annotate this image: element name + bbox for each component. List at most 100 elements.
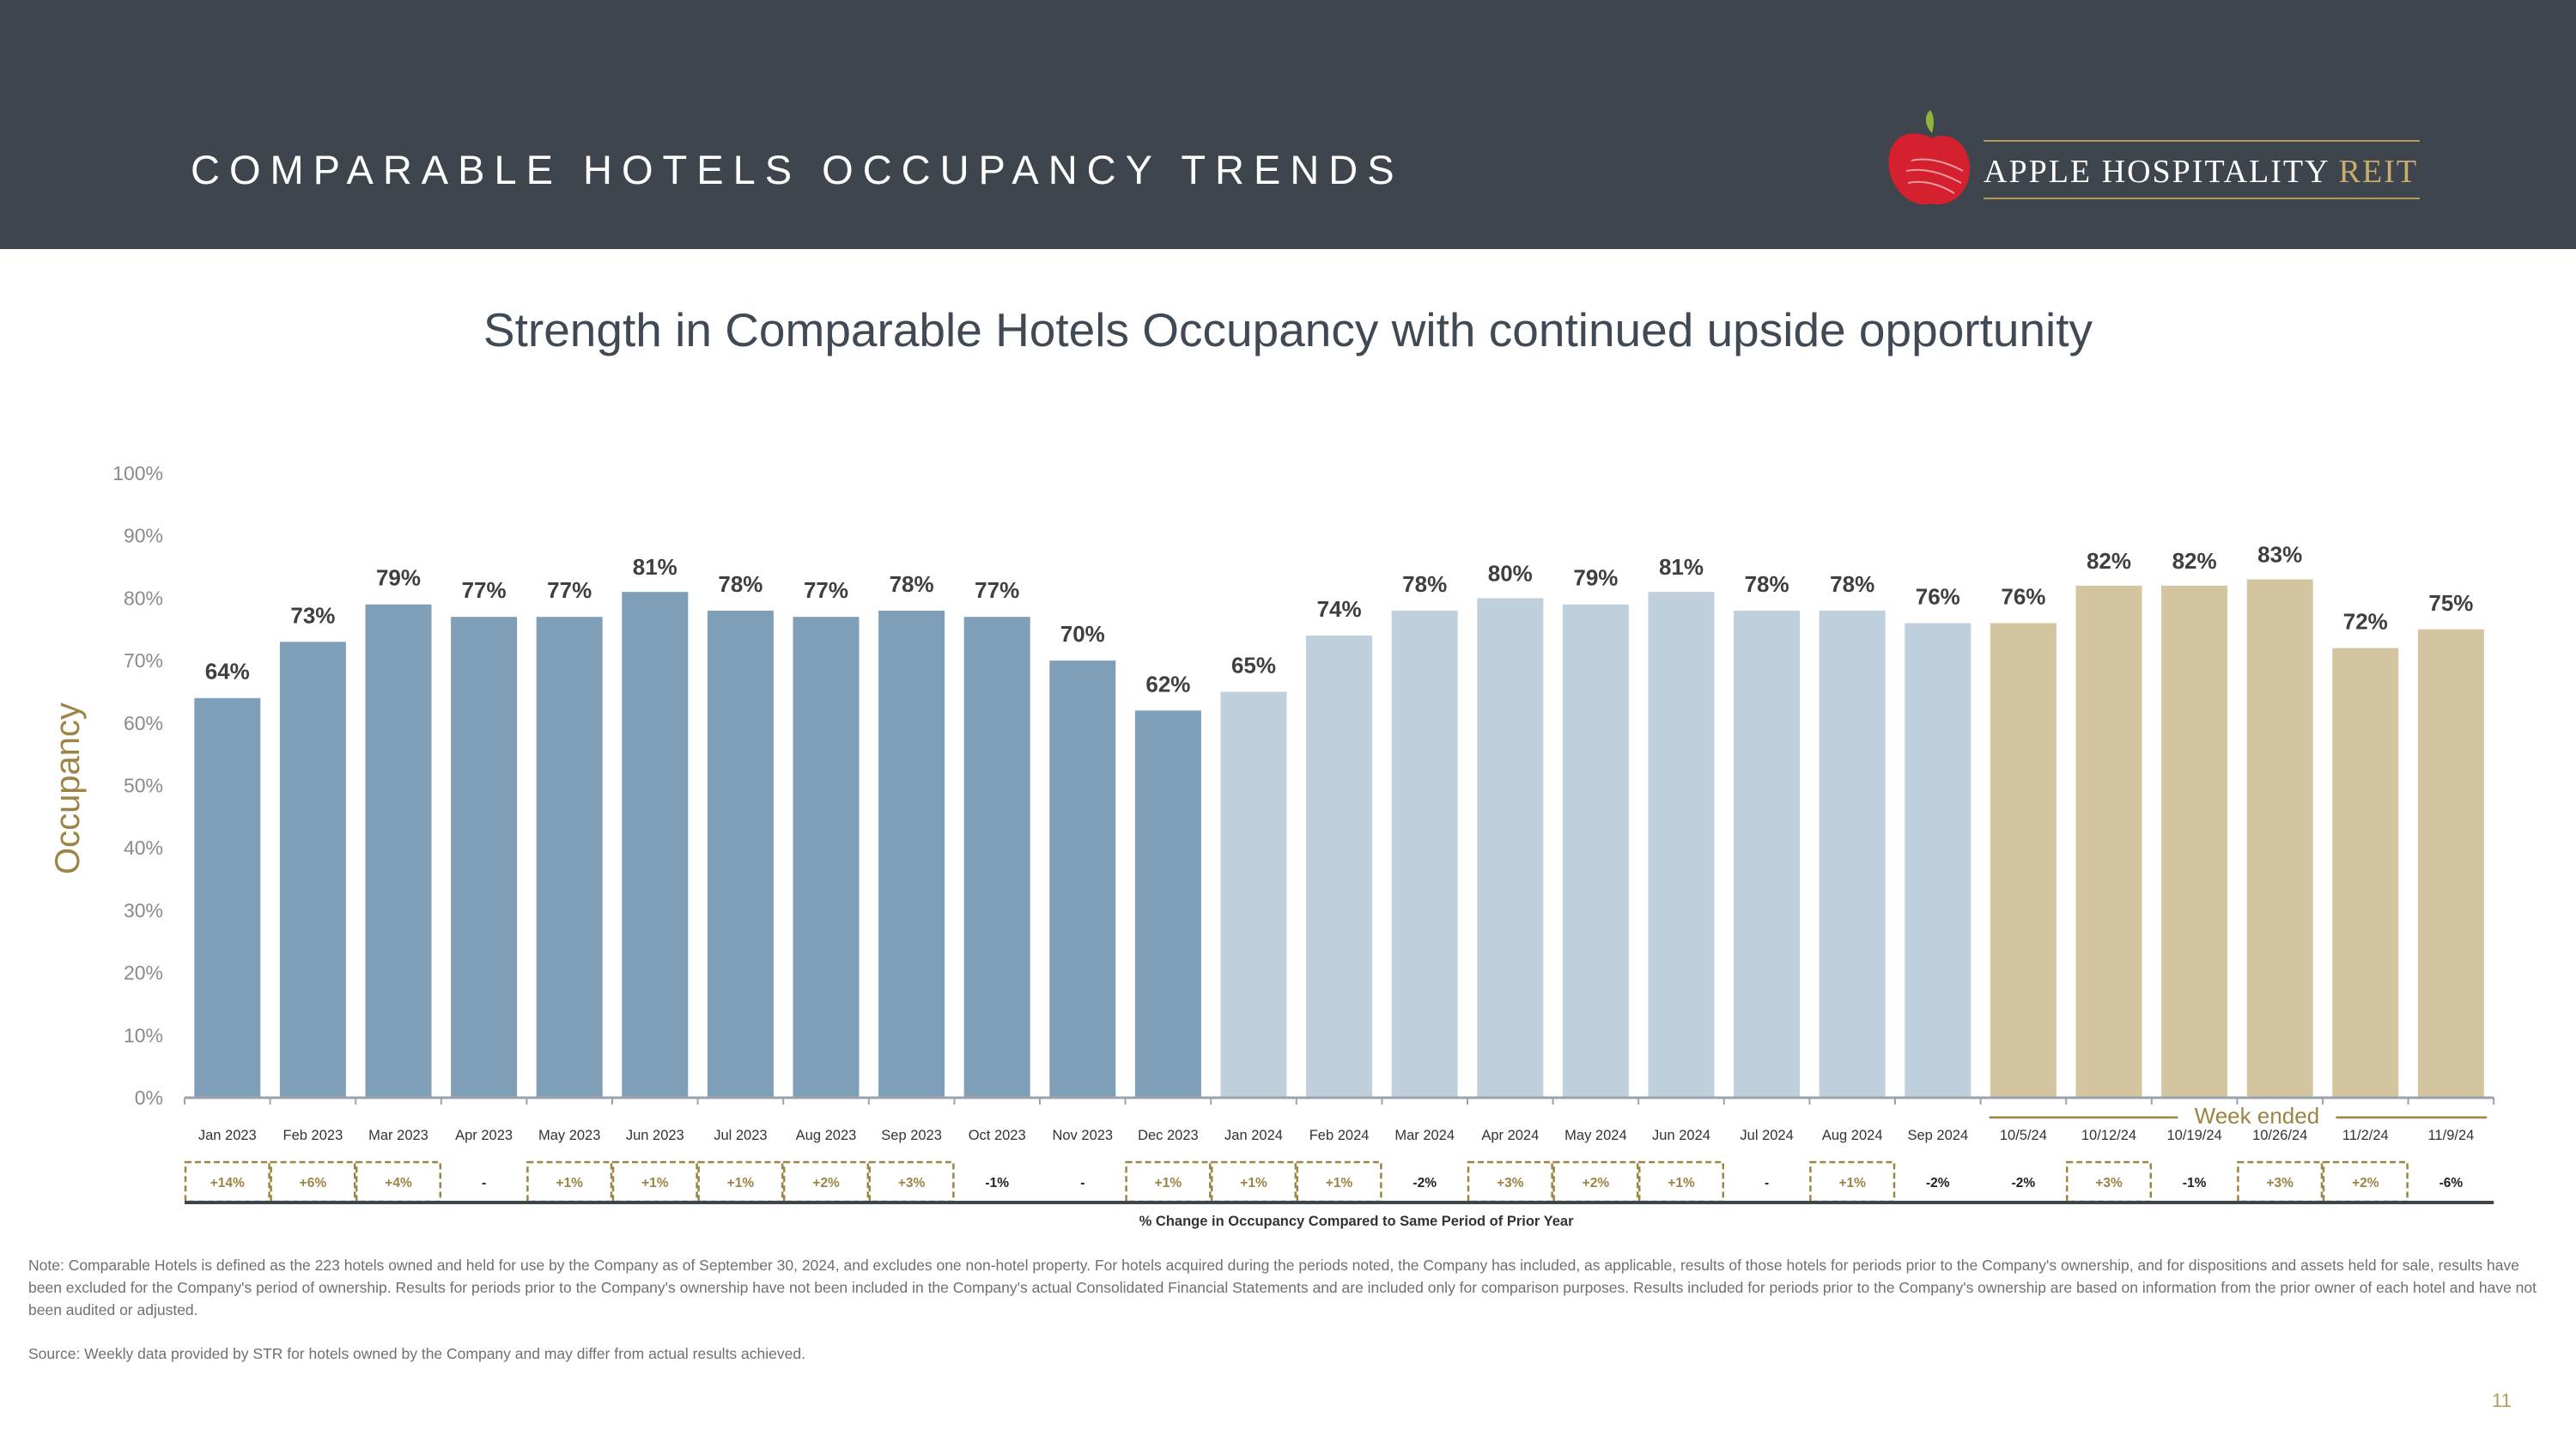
x-tick-label: Dec 2023 — [1138, 1128, 1199, 1143]
y-tick-label: 90% — [124, 525, 163, 547]
bar — [194, 697, 261, 1098]
x-tick-label: 10/5/24 — [2000, 1128, 2047, 1143]
x-tick-label: Jun 2023 — [626, 1128, 684, 1143]
bar — [878, 610, 945, 1098]
data-label: 78% — [1745, 571, 1789, 597]
change-value: +1% — [1838, 1176, 1866, 1190]
change-value: +14% — [210, 1176, 245, 1190]
data-label: 77% — [547, 577, 592, 603]
change-value: +1% — [641, 1176, 669, 1190]
x-tick-label: Aug 2023 — [796, 1128, 857, 1143]
bar — [365, 604, 432, 1098]
bar — [2417, 629, 2484, 1098]
y-tick-label: 40% — [124, 837, 163, 859]
bar — [1562, 604, 1629, 1098]
header-banner: COMPARABLE HOTELS OCCUPANCY TRENDS APPLE… — [0, 0, 2576, 249]
data-label: 72% — [2343, 609, 2388, 635]
bar — [1391, 610, 1458, 1098]
x-tick-label: May 2024 — [1564, 1128, 1626, 1143]
data-label: 78% — [890, 571, 934, 597]
change-value: +1% — [1668, 1176, 1695, 1190]
bar — [279, 642, 346, 1098]
y-tick-label: 50% — [124, 775, 163, 797]
bar — [2246, 579, 2313, 1098]
x-tick-label: Sep 2024 — [1907, 1128, 1968, 1143]
x-tick-label: 10/12/24 — [2081, 1128, 2136, 1143]
y-axis-title: Occupancy — [49, 703, 87, 874]
change-value: +2% — [1583, 1176, 1610, 1190]
data-label: 78% — [1830, 571, 1874, 597]
change-value: +1% — [1326, 1176, 1353, 1190]
occupancy-chart: 0% 10% 20% 30% 40% 50% 60% 70% 80% 90% 100% Occupan… — [49, 462, 2495, 1229]
data-label: 80% — [1488, 560, 1533, 586]
company-logo-text: APPLE HOSPITALITY REIT — [1984, 154, 2419, 190]
y-tick-label: 20% — [124, 962, 163, 984]
x-tick-label: Oct 2023 — [969, 1128, 1026, 1143]
x-tick-label: 11/9/24 — [2427, 1128, 2474, 1143]
change-row-label: % Change in Occupancy Compared to Same P… — [1139, 1214, 1574, 1229]
bar — [536, 617, 603, 1098]
change-value: +2% — [2352, 1176, 2379, 1190]
change-value: +4% — [385, 1176, 412, 1190]
bar — [1306, 636, 1373, 1098]
logo-rule-bottom — [1984, 198, 2420, 199]
change-value: +2% — [812, 1176, 840, 1190]
footnote: Note: Comparable Hotels is defined as th… — [28, 1257, 2537, 1318]
bar — [963, 617, 1030, 1098]
change-value: +1% — [727, 1176, 755, 1190]
bar — [1049, 661, 1116, 1098]
data-label: 81% — [633, 554, 677, 580]
data-label: 81% — [1659, 554, 1704, 580]
data-label: 70% — [1060, 621, 1105, 647]
change-value: +1% — [556, 1176, 583, 1190]
y-tick-label: 60% — [124, 712, 163, 734]
change-value: -2% — [2012, 1176, 2036, 1190]
data-label: 64% — [205, 659, 250, 685]
x-tick-label: Jan 2023 — [198, 1128, 257, 1143]
change-value: - — [1765, 1176, 1769, 1190]
week-ended-label: Week ended — [2195, 1103, 2320, 1129]
x-tick-label: Mar 2024 — [1394, 1128, 1455, 1143]
x-tick-label: Apr 2024 — [1481, 1128, 1539, 1143]
x-tick-label: Aug 2024 — [1822, 1128, 1883, 1143]
change-value: -1% — [985, 1176, 1009, 1190]
bar — [1134, 710, 1201, 1098]
data-label: 74% — [1317, 596, 1362, 622]
y-tick-label: 0% — [135, 1087, 163, 1109]
y-tick-label: 30% — [124, 899, 163, 922]
data-label: 76% — [1916, 583, 1960, 609]
x-tick-label: Jun 2024 — [1652, 1128, 1710, 1143]
x-tick-label: Nov 2023 — [1052, 1128, 1113, 1143]
x-tick-label: May 2023 — [538, 1128, 600, 1143]
page-number: 11 — [2492, 1390, 2512, 1411]
bar — [1477, 598, 1544, 1098]
data-label: 82% — [2172, 548, 2217, 574]
y-tick-label: 70% — [124, 649, 163, 672]
change-value: -1% — [2183, 1176, 2207, 1190]
change-value: +3% — [2095, 1176, 2123, 1190]
bar — [622, 592, 689, 1098]
apple-logo-icon — [1888, 110, 1971, 205]
bar — [793, 617, 860, 1098]
bar — [1990, 623, 2057, 1098]
data-label: 79% — [1573, 565, 1618, 591]
page-title: COMPARABLE HOTELS OCCUPANCY TRENDS — [191, 147, 1404, 192]
data-label: 77% — [975, 577, 1019, 603]
bar — [1819, 610, 1886, 1098]
change-value: +6% — [300, 1176, 327, 1190]
chart-subtitle: Strength in Comparable Hotels Occupancy … — [483, 303, 2093, 356]
x-tick-label: Jan 2024 — [1224, 1128, 1283, 1143]
x-tick-label: Jul 2024 — [1740, 1128, 1793, 1143]
data-label: 77% — [462, 577, 507, 603]
data-label: 62% — [1145, 671, 1190, 697]
change-value: +1% — [1240, 1176, 1267, 1190]
change-value: +3% — [2266, 1176, 2293, 1190]
x-tick-label: Mar 2023 — [368, 1128, 428, 1143]
bar — [2075, 585, 2142, 1098]
y-tick-label: 80% — [124, 587, 163, 609]
y-tick-label: 100% — [112, 462, 163, 484]
bar — [707, 610, 774, 1098]
data-label: 76% — [2001, 583, 2045, 609]
source-note: Source: Weekly data provided by STR for … — [28, 1345, 805, 1362]
change-value: - — [1080, 1176, 1084, 1190]
